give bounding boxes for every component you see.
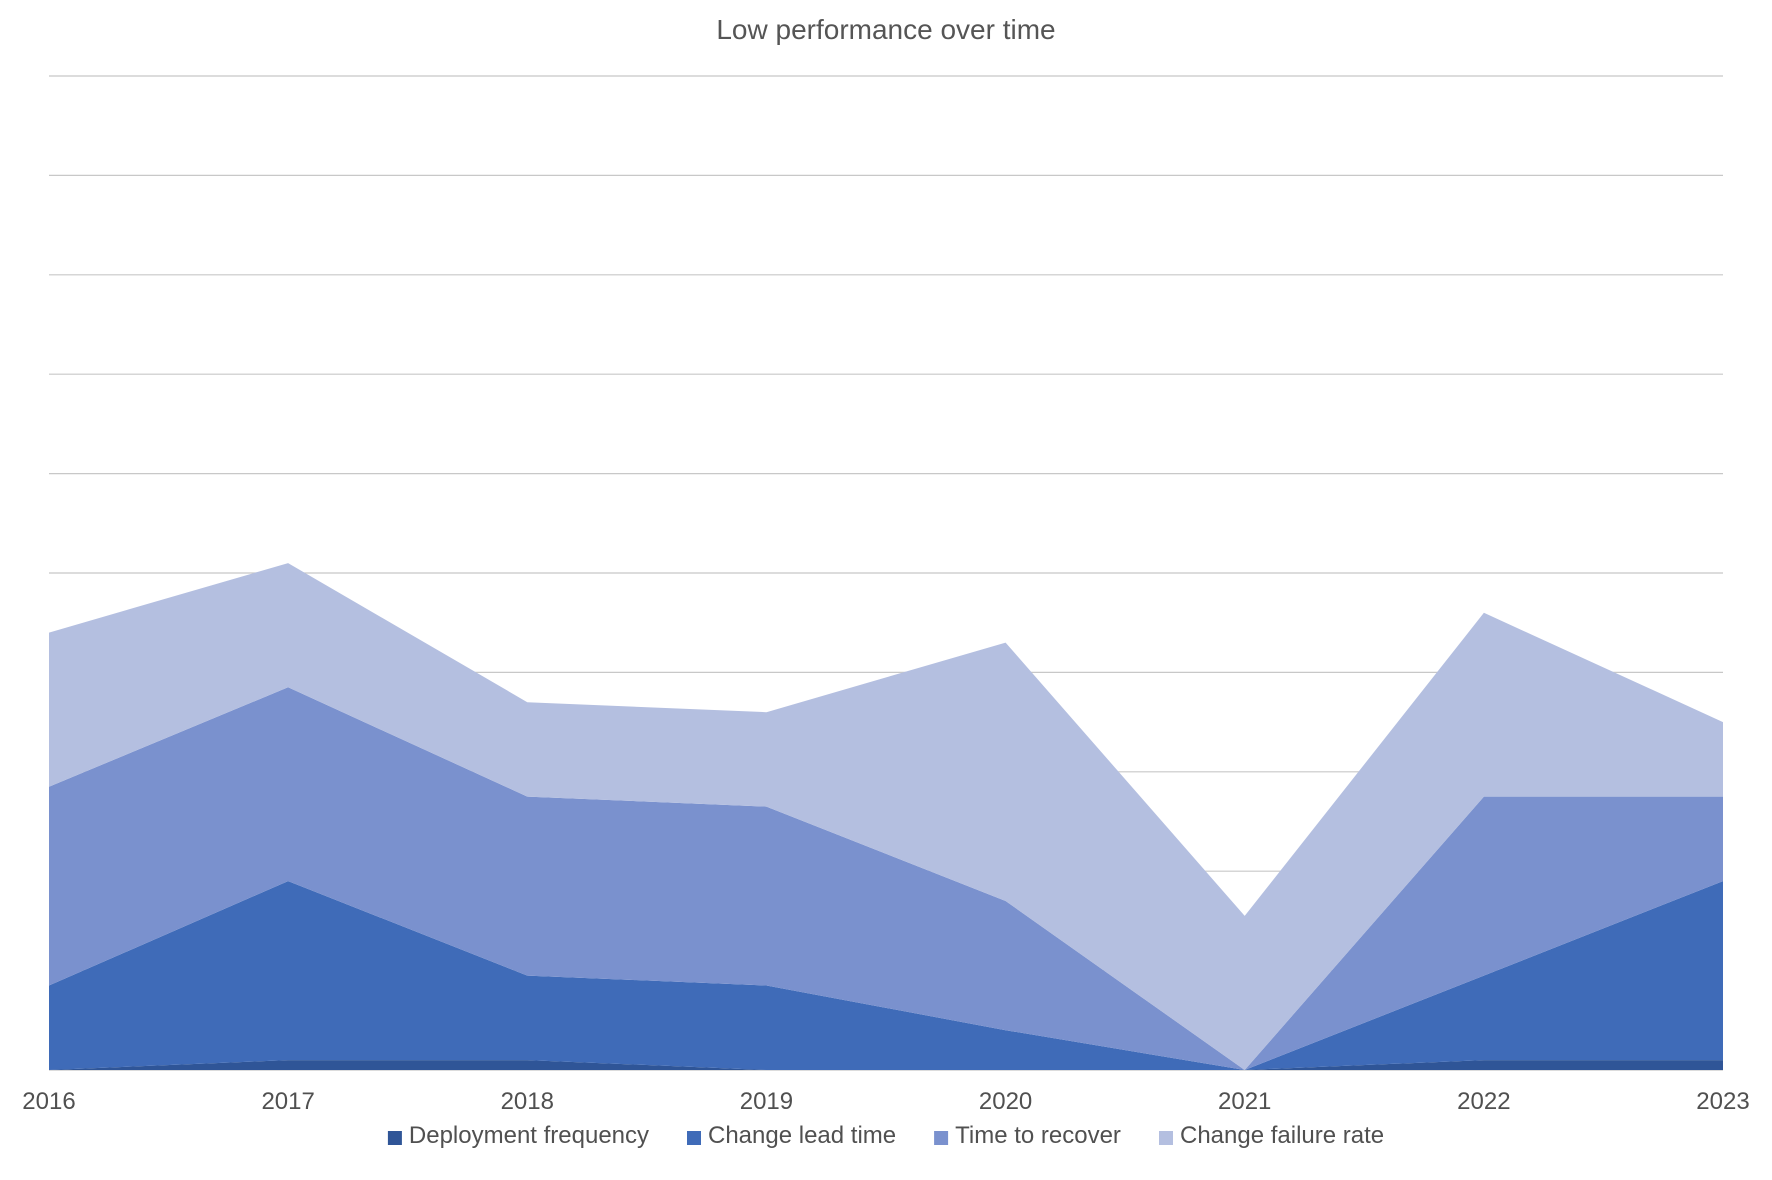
x-axis: 2016 2017 2018 2019 2020 2021 2022 2023 (22, 1088, 1749, 1115)
legend-item: Time to recover (934, 1122, 1121, 1149)
area-series-change-lead-time (49, 881, 1723, 1070)
x-tick-label: 2020 (979, 1088, 1032, 1115)
x-tick-label: 2021 (1218, 1088, 1271, 1115)
legend-swatch (934, 1131, 949, 1145)
legend-label: Change failure rate (1180, 1122, 1384, 1149)
legend-item: Change failure rate (1159, 1122, 1384, 1149)
x-tick-label: 2018 (501, 1088, 554, 1115)
area-series-time-to-recover (49, 687, 1723, 1070)
legend-item: Change lead time (687, 1122, 896, 1149)
x-tick-label: 2022 (1457, 1088, 1510, 1115)
legend-swatch (1159, 1131, 1173, 1145)
x-tick-label: 2017 (261, 1088, 314, 1115)
legend-label: Deployment frequency (409, 1122, 649, 1149)
legend: Deployment frequency Change lead time Time… (387, 1122, 1384, 1149)
chart-title: Low performance over time (716, 14, 1056, 45)
x-tick-label: 2023 (1696, 1088, 1749, 1115)
legend-label: Time to recover (955, 1122, 1121, 1149)
area-series-group (49, 563, 1723, 1070)
legend-item: Deployment frequency (387, 1122, 649, 1149)
area-series-change-failure-rate (49, 563, 1723, 1070)
legend-swatch (387, 1131, 402, 1145)
legend-swatch (687, 1131, 701, 1145)
legend-label: Change lead time (708, 1122, 896, 1149)
x-tick-label: 2016 (22, 1088, 75, 1115)
x-tick-label: 2019 (740, 1088, 793, 1115)
area-series-deployment-frequency (49, 1060, 1723, 1070)
